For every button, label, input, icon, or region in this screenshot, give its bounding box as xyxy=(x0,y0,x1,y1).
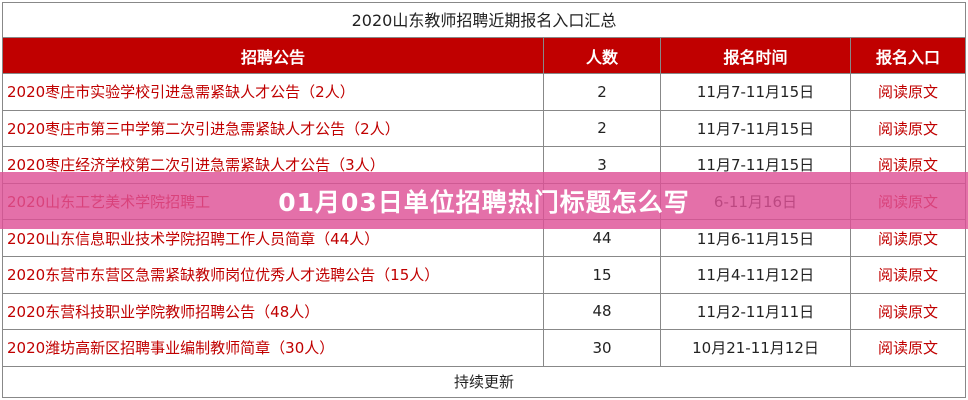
table-row: 2020枣庄市实验学校引进急需紧缺人才公告（2人） 2 11月7-11月15日 阅读原… xyxy=(3,74,965,111)
count-cell: 2 xyxy=(544,110,661,147)
notice-cell[interactable]: 2020山东信息职业技术学院招聘工作人员简章（44人） xyxy=(3,220,544,256)
time-cell: 11月4-11月12日 xyxy=(661,256,851,293)
notice-cell[interactable]: 2020潍坊高新区招聘事业编制教师简章（30人） xyxy=(3,330,544,366)
time-cell: 11月2-11月11日 xyxy=(661,293,851,330)
table-row: 2020枣庄市第三中学第二次引进急需紧缺人才公告（2人） 2 11月7-11月15日… xyxy=(3,110,965,148)
footer-note: 持续更新 xyxy=(453,372,514,391)
read-original-link[interactable]: 阅读原文 xyxy=(877,83,938,102)
read-original-link[interactable]: 阅读原文 xyxy=(877,266,938,285)
time-cell: 11月7-11月15日 xyxy=(661,110,851,147)
notice-cell[interactable]: 2020枣庄市实验学校引进急需紧缺人才公告（2人） xyxy=(3,74,544,110)
count-cell: 30 xyxy=(544,330,661,366)
time-cell: 10月21-11月12日 xyxy=(661,330,851,366)
count-cell: 2 xyxy=(544,74,661,110)
time-cell: 11月7-11月15日 xyxy=(661,74,851,110)
notice-cell[interactable]: 2020枣庄经济学校第二次引进急需紧缺人才公告（3人） xyxy=(3,147,544,183)
table-row: 2020山东信息职业技术学院招聘工作人员简章（44人） 44 11月6-11月15日… xyxy=(3,220,965,257)
read-original-link[interactable]: 阅读原文 xyxy=(877,339,938,358)
read-original-link[interactable]: 阅读原文 xyxy=(877,229,938,248)
table-header: 招聘公告 人数 报名时间 报名入口 xyxy=(3,38,965,74)
banner-text: 01月03日单位招聘热门标题怎么写 xyxy=(278,187,690,217)
count-cell: 15 xyxy=(544,256,661,293)
time-cell: 11月7-11月15日 xyxy=(661,147,851,183)
table-title: 2020山东教师招聘近期报名入口汇总 xyxy=(3,3,965,38)
title-banner: 01月03日单位招聘热门标题怎么写 xyxy=(0,172,968,229)
table-row: 2020潍坊高新区招聘事业编制教师简章（30人） 30 10月21-11月12日 阅读… xyxy=(3,330,965,367)
notice-cell[interactable]: 2020东营市东营区急需紧缺教师岗位优秀人才选聘公告（15人） xyxy=(3,256,544,293)
header-notice: 招聘公告 xyxy=(3,38,544,73)
notice-cell[interactable]: 2020东营科技职业学院教师招聘公告（48人） xyxy=(3,293,544,330)
table-row: 2020东营市东营区急需紧缺教师岗位优秀人才选聘公告（15人） 15 11月4-11… xyxy=(3,256,965,294)
notice-cell[interactable]: 2020枣庄市第三中学第二次引进急需紧缺人才公告（2人） xyxy=(3,110,544,147)
count-cell: 3 xyxy=(544,147,661,183)
read-original-link[interactable]: 阅读原文 xyxy=(877,302,938,321)
count-cell: 44 xyxy=(544,220,661,256)
read-original-link[interactable]: 阅读原文 xyxy=(877,119,938,138)
header-count: 人数 xyxy=(544,38,661,73)
header-time: 报名时间 xyxy=(661,38,851,73)
time-cell: 11月6-11月15日 xyxy=(661,220,851,256)
table-row: 2020东营科技职业学院教师招聘公告（48人） 48 11月2-11月11日 阅读原文 xyxy=(3,293,965,331)
count-cell: 48 xyxy=(544,293,661,330)
table-row: 2020枣庄经济学校第二次引进急需紧缺人才公告（3人） 3 11月7-11月15日 阅… xyxy=(3,147,965,184)
read-original-link[interactable]: 阅读原文 xyxy=(877,156,938,175)
header-link: 报名入口 xyxy=(875,47,940,67)
